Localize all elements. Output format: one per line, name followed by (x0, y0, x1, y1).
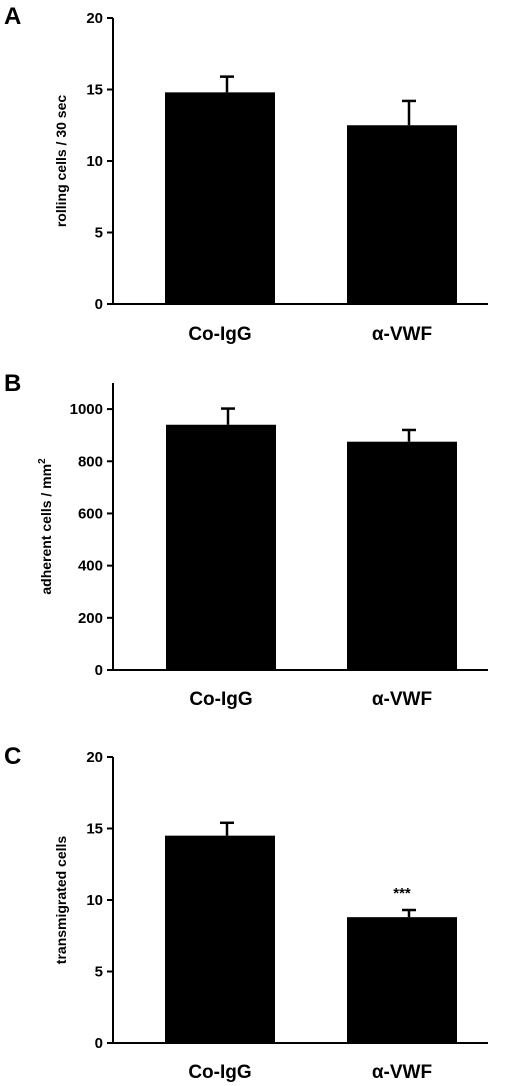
y-axis-title: rolling cells / 30 sec (53, 95, 69, 228)
y-tick-label: 400 (78, 558, 103, 575)
x-category-label: α-VWF (372, 1062, 432, 1083)
x-category-label: Co-IgG (189, 689, 252, 710)
y-tick-label: 200 (78, 610, 103, 627)
y-tick-label: 0 (95, 1035, 103, 1052)
bar (165, 835, 275, 1043)
x-category-label: Co-IgG (188, 1062, 251, 1083)
significance-label: *** (393, 885, 411, 902)
panel-label: C (4, 743, 21, 770)
y-tick-label: 600 (78, 505, 103, 522)
y-tick-label: 0 (95, 296, 103, 313)
bar (347, 917, 457, 1043)
y-tick-label: 5 (95, 964, 103, 981)
y-tick-label: 20 (86, 749, 103, 766)
x-category-label: α-VWF (372, 324, 432, 345)
bar (166, 424, 276, 670)
y-axis-title-superscript: 2 (37, 458, 48, 464)
panel-label: A (4, 3, 21, 30)
panel-label: B (4, 370, 21, 397)
y-tick-label: 800 (78, 453, 103, 470)
x-category-label: α-VWF (372, 689, 432, 710)
bar (165, 92, 275, 304)
y-tick-label: 10 (86, 153, 103, 170)
y-tick-label: 5 (95, 225, 103, 242)
y-tick-label: 10 (86, 892, 103, 909)
y-tick-label: 20 (86, 10, 103, 27)
y-tick-label: 0 (95, 662, 103, 679)
y-axis-title: transmigrated cells (53, 836, 69, 965)
x-category-label: Co-IgG (188, 324, 251, 345)
y-axis-title: adherent cells / mm2 (37, 458, 54, 595)
bar (347, 125, 457, 304)
y-tick-label: 15 (86, 82, 103, 99)
y-tick-label: 15 (86, 821, 103, 838)
bar (347, 441, 457, 670)
y-tick-label: 1000 (70, 401, 103, 418)
